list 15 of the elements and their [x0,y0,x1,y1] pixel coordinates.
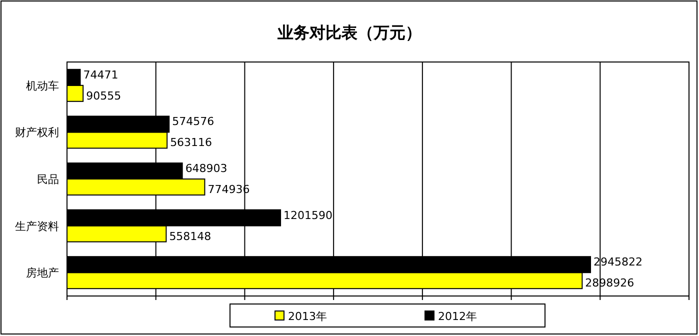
data-label: 90555 [86,89,122,102]
y-tick-label: 机动车 [26,79,59,92]
data-label: 574576 [172,115,214,128]
y-tick-label: 房地产 [26,266,59,280]
y-tick-label: 生产资料 [15,220,59,233]
y-tick-label: 财产权利 [15,126,59,140]
data-label: 1201590 [284,208,333,222]
legend-label: 2013年 [288,310,327,323]
legend-label: 2012年 [438,310,477,323]
data-label: 558148 [169,230,212,243]
data-label: 74471 [83,68,118,82]
data-label: 563116 [170,136,212,150]
data-label: 648903 [185,162,228,175]
chart-title: 业务对比表（万元） [276,23,422,42]
y-tick-label: 民品 [37,173,59,186]
